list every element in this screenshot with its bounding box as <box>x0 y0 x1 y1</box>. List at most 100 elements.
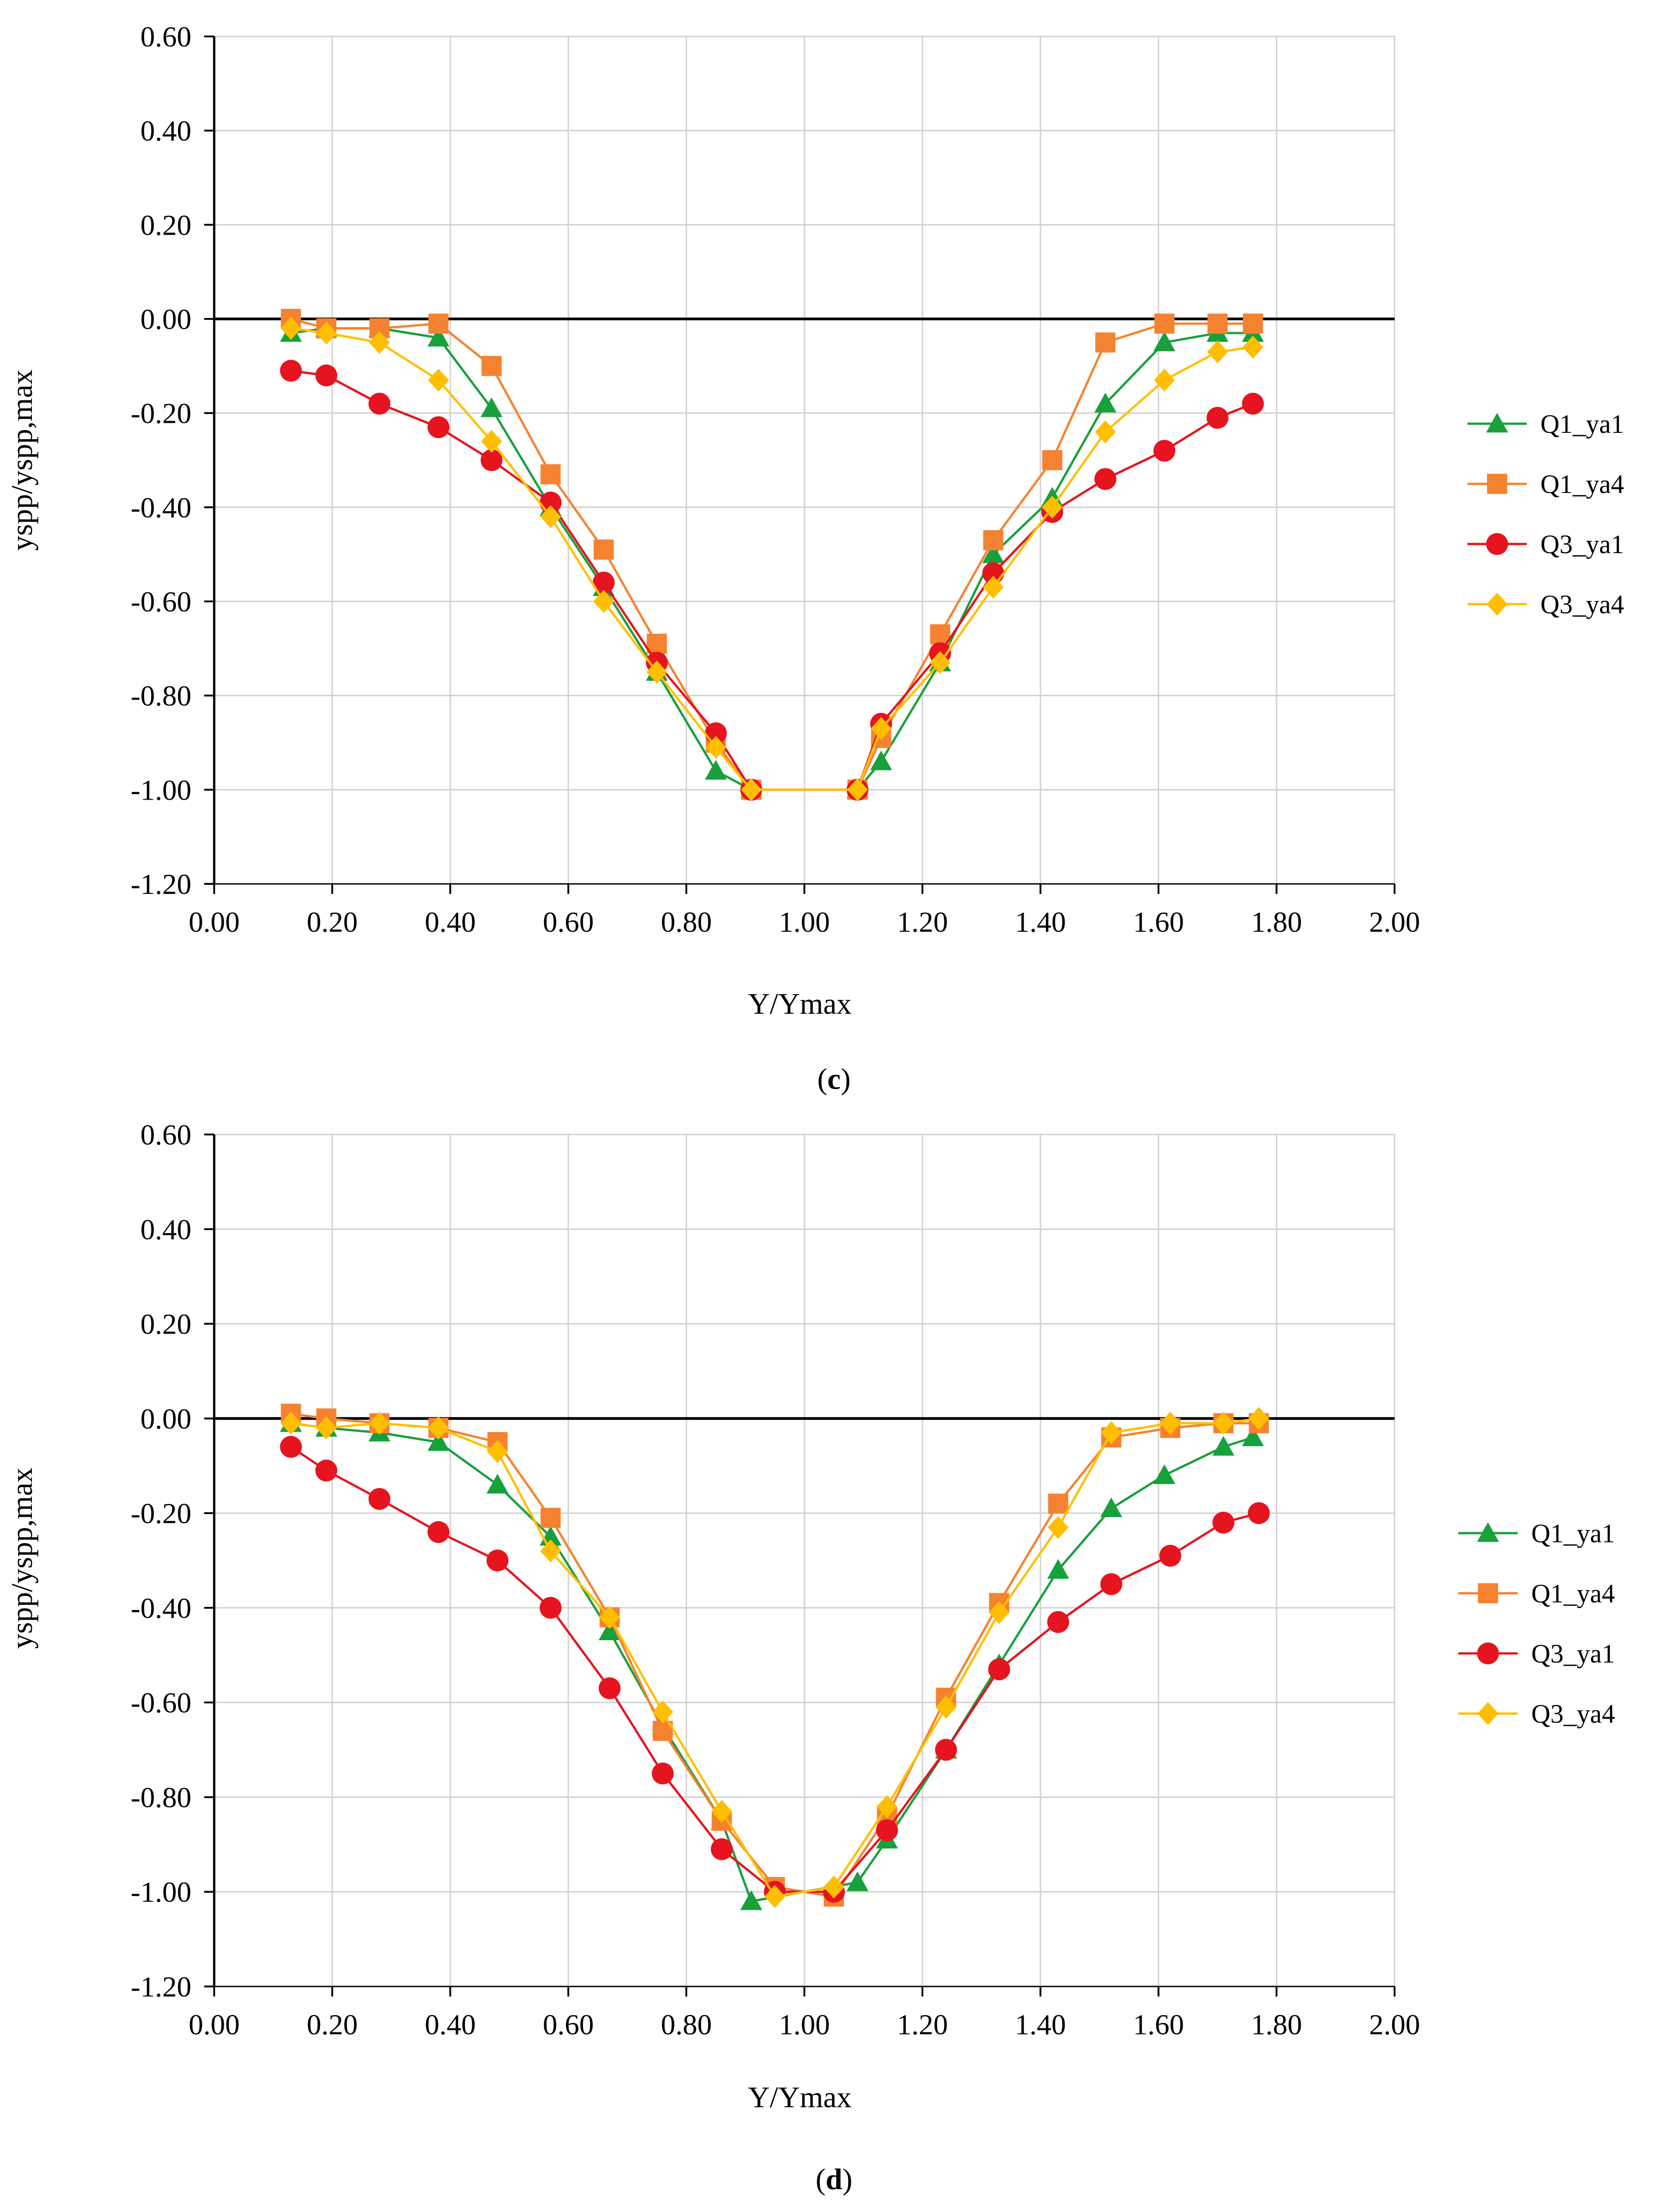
series-line-Q1_ya4 <box>291 1412 1259 1898</box>
series-Q1_ya1 <box>280 1412 1264 1910</box>
series-line-Q1_ya1 <box>291 1422 1253 1903</box>
legend-swatch-marker <box>1478 1702 1498 1725</box>
data-point-Q3_ya4 <box>540 505 561 529</box>
y-tick-label: 0.40 <box>140 1213 191 1246</box>
legend-swatch-marker <box>1487 473 1508 494</box>
data-point-Q3_ya4 <box>936 1695 957 1719</box>
x-tick-label: 0.20 <box>307 906 358 938</box>
data-point-Q1_ya1 <box>1100 1497 1122 1517</box>
data-point-Q1_ya4 <box>541 464 561 485</box>
x-tick-label: 1.20 <box>897 2008 948 2041</box>
series-Q3_ya1 <box>280 359 1264 801</box>
y-axis-title: yspp/yspp,max <box>5 1468 39 1649</box>
y-tick-label: -0.20 <box>131 1497 191 1529</box>
tick-labels: 0.00 0.20 0.40 0.60 0.80 1.00 1.20 1.40 1.60 1.80… <box>131 1119 1420 2041</box>
data-point-Q3_ya1 <box>1047 1611 1069 1633</box>
chart-c: 0.00 0.20 0.40 0.60 0.80 1.00 1.20 1.40 1.60 1.80… <box>5 21 1624 1096</box>
data-point-Q3_ya4 <box>316 1416 337 1440</box>
data-point-Q3_ya4 <box>1248 1407 1269 1430</box>
series-Q1_ya1 <box>280 317 1264 799</box>
y-tick-label: -1.20 <box>131 868 191 900</box>
data-point-Q1_ya1 <box>1153 1464 1175 1484</box>
data-point-Q3_ya1 <box>1153 440 1175 462</box>
legend-swatch-marker <box>1477 1642 1499 1664</box>
y-tick-label: 0.00 <box>140 1402 191 1435</box>
series-Q3_ya1 <box>280 1436 1270 1903</box>
grid <box>214 36 1395 885</box>
legend-item-Q1_ya1: Q1_ya1 <box>1458 1519 1615 1548</box>
data-point-Q1_ya4 <box>1042 450 1062 471</box>
data-point-Q1_ya1 <box>740 1890 762 1910</box>
data-point-Q3_ya4 <box>646 660 668 684</box>
data-point-Q3_ya4 <box>983 575 1004 599</box>
data-point-Q3_ya1 <box>427 416 450 438</box>
data-point-Q3_ya4 <box>1213 1411 1234 1435</box>
data-point-Q3_ya4 <box>428 369 449 392</box>
data-point-Q3_ya4 <box>847 778 868 801</box>
data-point-Q3_ya4 <box>1042 496 1063 519</box>
panel-label-c: (c) <box>817 1062 850 1096</box>
legend-item-Q3_ya1: Q3_ya1 <box>1458 1639 1615 1668</box>
legend-label: Q3_ya4 <box>1531 1699 1615 1729</box>
data-point-Q3_ya4 <box>876 1795 898 1818</box>
data-point-Q1_ya1 <box>427 327 450 347</box>
data-point-Q3_ya4 <box>369 1411 390 1435</box>
data-point-Q1_ya1 <box>846 1871 869 1891</box>
data-point-Q1_ya4 <box>1048 1493 1068 1514</box>
legend-item-Q3_ya4: Q3_ya4 <box>1458 1699 1615 1729</box>
data-point-Q1_ya1 <box>982 543 1004 563</box>
data-point-Q3_ya4 <box>1048 1516 1069 1539</box>
data-point-Q3_ya4 <box>741 778 762 801</box>
data-point-Q3_ya1 <box>486 1550 509 1571</box>
legend-swatch-marker <box>1486 413 1508 433</box>
series <box>280 308 1264 801</box>
data-point-Q3_ya1 <box>315 1459 338 1482</box>
legend-swatch-marker <box>1478 1583 1498 1604</box>
data-point-Q1_ya1 <box>598 1620 621 1641</box>
chart-d: 0.00 0.20 0.40 0.60 0.80 1.00 1.20 1.40 1.60 1.80… <box>5 1119 1615 2196</box>
tick-labels: 0.00 0.20 0.40 0.60 0.80 1.00 1.20 1.40 1.60 1.80… <box>131 21 1420 938</box>
data-point-Q3_ya4 <box>1160 1411 1181 1435</box>
legend-item-Q3_ya1: Q3_ya1 <box>1467 529 1624 559</box>
series-line-Q1_ya1 <box>291 327 1253 791</box>
x-tick-label: 0.40 <box>425 2008 476 2041</box>
data-point-Q1_ya4 <box>983 530 1004 550</box>
data-point-Q3_ya1 <box>480 449 503 471</box>
data-point-Q3_ya1 <box>368 393 391 415</box>
x-tick-label: 1.60 <box>1133 2008 1184 2041</box>
x-tick-label: 2.00 <box>1369 906 1420 938</box>
data-point-Q3_ya1 <box>710 1838 733 1860</box>
data-point-Q3_ya1 <box>1206 407 1229 429</box>
data-point-Q3_ya1 <box>1242 393 1264 415</box>
legend-label: Q3_ya1 <box>1531 1639 1615 1668</box>
series-Q1_ya4 <box>281 308 1263 800</box>
legend-swatch-marker <box>1477 1522 1499 1542</box>
x-tick-label: 0.80 <box>661 2008 712 2041</box>
legend-item-Q1_ya4: Q1_ya4 <box>1467 469 1624 499</box>
data-point-Q3_ya4 <box>1154 369 1175 392</box>
x-tick-label: 1.60 <box>1133 906 1184 938</box>
data-point-Q1_ya4 <box>1243 313 1263 334</box>
data-point-Q1_ya1 <box>1047 1559 1069 1579</box>
data-point-Q1_ya4 <box>541 1508 561 1528</box>
data-point-Q3_ya4 <box>1207 340 1228 364</box>
x-tick-label: 1.40 <box>1015 906 1066 938</box>
data-point-Q1_ya1 <box>1212 1436 1235 1456</box>
x-tick-label: 0.20 <box>307 2008 358 2041</box>
data-point-Q1_ya4 <box>1154 313 1175 334</box>
x-tick-label: 0.00 <box>189 2008 240 2041</box>
data-point-Q1_ya1 <box>1242 1426 1264 1447</box>
data-point-Q1_ya4 <box>481 356 502 376</box>
y-tick-label: 0.20 <box>140 1308 191 1340</box>
data-point-Q1_ya1 <box>486 1473 509 1493</box>
x-tick-label: 1.40 <box>1015 2008 1066 2041</box>
x-tick-label: 1.00 <box>779 906 830 938</box>
y-axis-title: yspp/yspp,max <box>5 370 39 551</box>
data-point-Q3_ya4 <box>593 590 614 613</box>
data-point-Q3_ya4 <box>428 1416 449 1440</box>
data-point-Q3_ya1 <box>652 1762 674 1785</box>
data-point-Q1_ya1 <box>480 397 503 417</box>
data-point-Q3_ya1 <box>368 1488 391 1510</box>
y-tick-label: -0.60 <box>131 585 191 618</box>
x-tick-label: 0.40 <box>425 906 476 938</box>
